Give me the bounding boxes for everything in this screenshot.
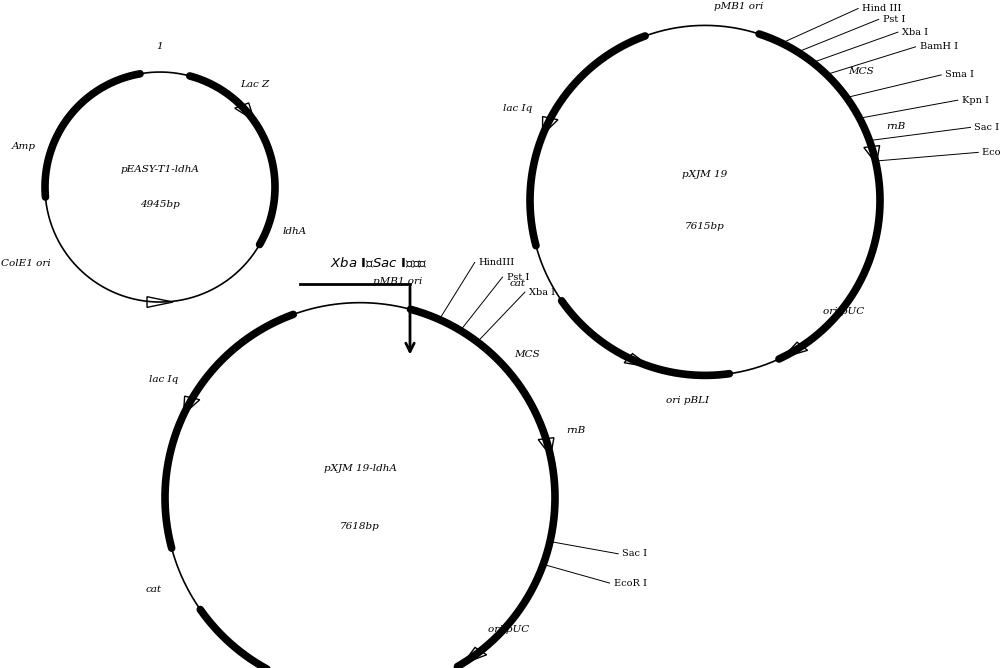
Text: cat: cat <box>510 279 526 289</box>
Text: 4945bp: 4945bp <box>140 200 180 209</box>
Text: Xba I: Xba I <box>902 27 928 37</box>
Text: 7618bp: 7618bp <box>340 522 380 532</box>
Text: MCS: MCS <box>514 349 540 359</box>
Text: HindIII: HindIII <box>479 258 515 267</box>
Text: Sac I: Sac I <box>622 549 647 558</box>
Text: ori pUC: ori pUC <box>823 307 864 317</box>
Text: lac Iq: lac Iq <box>503 104 532 113</box>
Text: Sac I: Sac I <box>974 123 1000 132</box>
Text: $\it{Xba}$ I和$\it{Sac}$ I双酶切: $\it{Xba}$ I和$\it{Sac}$ I双酶切 <box>330 257 428 271</box>
Text: 7615bp: 7615bp <box>685 222 725 231</box>
Text: Pst I: Pst I <box>507 273 529 281</box>
Text: lac Iq: lac Iq <box>149 375 178 384</box>
Text: Amp: Amp <box>11 142 35 151</box>
Text: Xba I: Xba I <box>529 288 555 297</box>
Text: ColE1 ori: ColE1 ori <box>1 259 51 268</box>
Text: 1: 1 <box>157 42 163 51</box>
Text: cat: cat <box>146 585 162 595</box>
Text: MCS: MCS <box>848 67 874 76</box>
Text: ori pUC: ori pUC <box>488 625 529 634</box>
Text: pXJM 19-ldhA: pXJM 19-ldhA <box>324 464 396 473</box>
Text: Hind III: Hind III <box>862 4 902 13</box>
Text: pMB1 ori: pMB1 ori <box>714 2 763 11</box>
Text: rnB: rnB <box>566 426 585 436</box>
Text: Lac Z: Lac Z <box>240 80 269 89</box>
Text: Pst I: Pst I <box>883 15 905 24</box>
Text: BamH I: BamH I <box>920 42 958 51</box>
Text: EcoR I: EcoR I <box>614 578 647 588</box>
Text: Kpn I: Kpn I <box>962 96 989 105</box>
Text: EcoR I: EcoR I <box>982 148 1000 157</box>
Text: pXJM 19: pXJM 19 <box>682 170 728 178</box>
Text: ldhA: ldhA <box>282 227 306 236</box>
Text: ori pBLI: ori pBLI <box>666 395 709 405</box>
Text: pMB1 ori: pMB1 ori <box>373 277 422 287</box>
Text: Sma I: Sma I <box>945 70 974 79</box>
Text: pEASY-T1-ldhA: pEASY-T1-ldhA <box>121 165 199 174</box>
Text: rnB: rnB <box>887 122 906 132</box>
